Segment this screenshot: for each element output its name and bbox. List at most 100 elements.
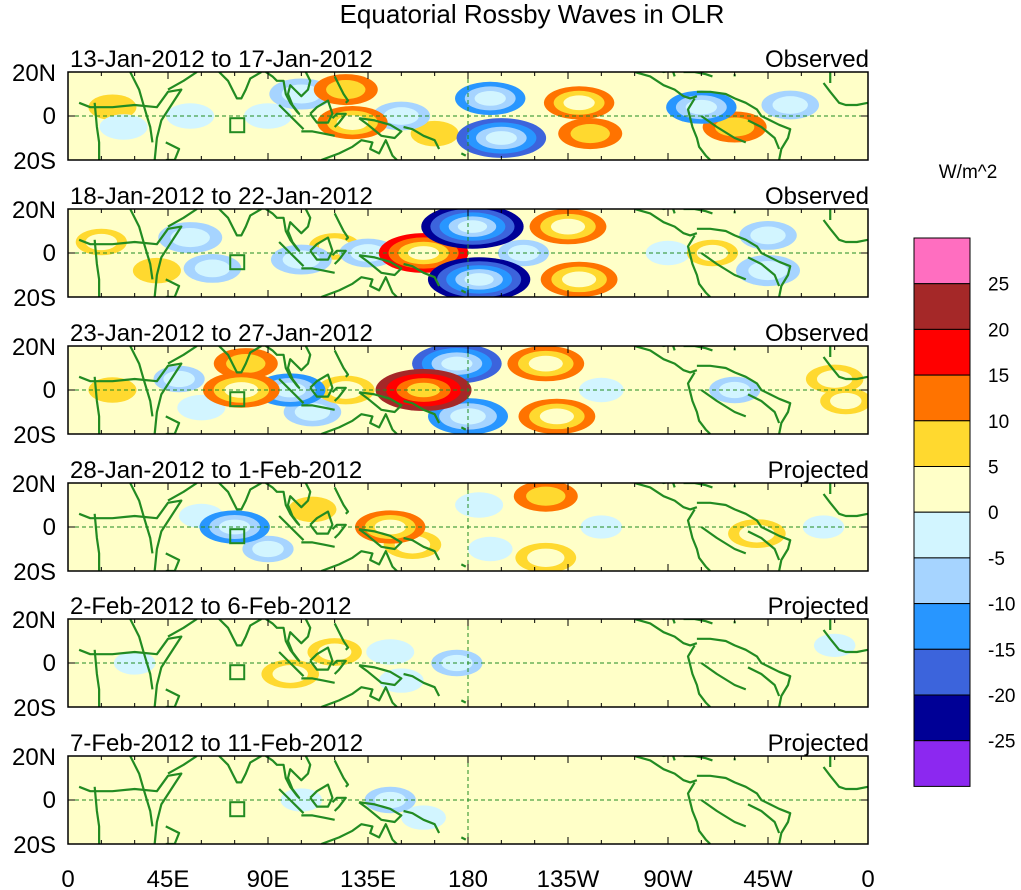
coastline-14 [320, 550, 398, 571]
anomaly-cell-4-5-1 [467, 536, 513, 562]
coastline-4 [165, 278, 181, 297]
coastline-16 [403, 672, 441, 697]
coastline-13 [358, 391, 403, 414]
colorbar-level: 15 [988, 366, 1009, 387]
anomaly-cell-6-5-1 [212, 776, 258, 802]
coastline-18 [634, 72, 698, 100]
panel-5: 20N 0 20S 2-Feb-2012 to 6-Feb-2012 Projected [12, 593, 869, 722]
coastline-4 [165, 688, 181, 707]
anomaly-cell-3-8-2 [328, 381, 364, 399]
y-tick-label: 20N [12, 197, 56, 224]
x-tick-label: 180 [448, 866, 488, 890]
coastline-6 [218, 209, 262, 237]
panel-date-range: 18-Jan-2012 to 22-Jan-2012 [70, 183, 373, 210]
colorbar-swatch [913, 557, 971, 605]
x-tick-label: 45W [743, 866, 793, 890]
coastline-13 [358, 528, 403, 551]
anomaly-cell-2-1-1 [245, 229, 291, 255]
colorbar-level: 25 [988, 275, 1009, 296]
coastline-1 [78, 772, 183, 844]
colorbar-swatch [913, 237, 971, 285]
coastline-19 [686, 644, 711, 707]
coastline-3 [129, 209, 154, 280]
coastline-8 [278, 241, 305, 267]
panel-type-label: Projected [768, 730, 869, 757]
coastline-12 [333, 486, 350, 515]
anomaly-cell-2-16-3 [562, 271, 597, 288]
anomaly-cell-3-9-2 [816, 370, 853, 388]
coastline-5 [167, 619, 198, 638]
coastline-3 [129, 483, 154, 554]
coastline-10 [309, 646, 334, 671]
anomaly-cell-4-6-1 [288, 496, 337, 523]
coastline-27 [700, 662, 747, 691]
coastline-14 [320, 686, 398, 707]
coastlines [78, 209, 868, 297]
colorbar-swatch [913, 740, 971, 787]
coastline-27 [700, 389, 747, 418]
coastline-11 [331, 659, 347, 675]
anomaly-cell-1-12-2 [570, 124, 610, 144]
coastlines [78, 72, 868, 160]
coastline-14 [320, 139, 398, 160]
anomaly-cell-3-4-2 [163, 370, 195, 388]
anomaly-cell-3-14-3 [539, 408, 574, 425]
colorbar-level: -15 [988, 640, 1015, 661]
coastline-10 [309, 783, 334, 808]
coastline-18 [634, 346, 698, 374]
region-box [229, 528, 246, 545]
anomaly-cell-2-13-2 [170, 228, 210, 248]
coastline-26 [747, 666, 781, 697]
coastline-11 [331, 112, 347, 128]
colorbar-units: W/m^2 [939, 162, 998, 183]
anomaly-cell-5-10-2 [272, 665, 308, 683]
region-box [229, 391, 246, 408]
region-box [229, 117, 246, 134]
chart-title: Equatorial Rossby Waves in OLR [340, 0, 725, 29]
coastline-22 [683, 209, 713, 215]
coastline-22 [683, 619, 713, 625]
coastline-5 [167, 72, 198, 91]
coastline-10 [309, 99, 334, 124]
anomaly-cell-3-6-2 [830, 392, 862, 410]
coastline-26 [747, 393, 781, 424]
coastline-5 [167, 756, 198, 775]
anomaly-cell-2-17-4 [407, 246, 440, 260]
anomaly-cell-1-10-2 [281, 84, 322, 104]
y-tick-label: 0 [43, 650, 56, 677]
coastline-4 [165, 825, 181, 844]
coastline-1 [78, 88, 183, 160]
coastline-7 [265, 209, 312, 252]
coastline-26 [747, 256, 781, 287]
coastline-26 [747, 803, 781, 834]
panel-3: 20N 0 20S 23-Jan-2012 to 27-Jan-2012 Observe… [12, 320, 869, 449]
coastline-4 [165, 552, 181, 571]
coastline-13 [358, 801, 403, 824]
anomaly-cell-2-9-2 [194, 259, 231, 278]
colorbar-swatch [913, 420, 971, 467]
colorbar-swatch [913, 466, 971, 513]
coastline-12 [333, 622, 350, 651]
coastline-26 [747, 119, 781, 150]
y-tick-label: 20N [12, 744, 56, 771]
coastline-6 [218, 756, 262, 784]
coastline-8 [278, 515, 305, 541]
coastline-1 [78, 499, 183, 571]
coastline-27 [700, 252, 747, 281]
coastline-9 [301, 677, 335, 684]
coastline-16 [403, 262, 441, 287]
anomaly-cell-3-13-3 [528, 355, 563, 372]
coastline-17 [460, 426, 467, 431]
anomaly-cell-2-18-5 [457, 220, 488, 233]
coastline-24 [822, 82, 868, 107]
coastline-14 [320, 823, 398, 844]
coastline-14 [320, 413, 398, 434]
coastline-8 [278, 651, 305, 677]
coastline-13 [358, 254, 403, 277]
anomaly-cell-3-12-3 [224, 382, 259, 398]
coastlines [78, 346, 868, 434]
coastline-21 [660, 209, 676, 214]
x-axis: 0 45E 90E 135E 180 135W 90W 45W 0 [61, 866, 874, 890]
coastline-17 [460, 563, 467, 568]
coastline-17 [460, 836, 467, 841]
